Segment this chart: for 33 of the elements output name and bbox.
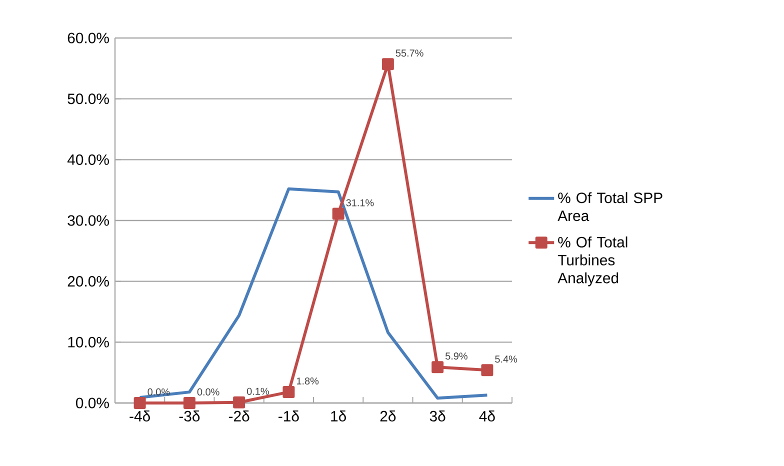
y-tick-label: 20.0%: [68, 276, 109, 287]
x-tick-label: 3δ: [430, 410, 446, 422]
data-label: 0.0%: [148, 388, 170, 396]
data-label: 31.1%: [346, 199, 374, 206]
data-label: 1.8%: [296, 377, 319, 385]
point: [332, 208, 344, 220]
point: [382, 58, 394, 70]
y-tick-label: 0.0%: [76, 398, 109, 408]
x-tick-label: 4δ: [479, 410, 495, 422]
y-tick-label: 60.0%: [68, 32, 109, 44]
point: [481, 364, 494, 376]
y-tick-label: 50.0%: [68, 94, 109, 104]
x-tick-label: -4δ: [130, 410, 150, 422]
data-label: 5.9%: [445, 352, 468, 360]
x-tick-label: -1δ: [278, 410, 299, 422]
x-tick-label: -2δ: [228, 410, 250, 422]
y-tick-label: 10.0%: [68, 336, 109, 348]
data-label: 0.1%: [246, 388, 269, 395]
point: [183, 397, 196, 409]
y-tick-label: 30.0%: [68, 215, 109, 226]
point: [282, 386, 295, 398]
data-label: 55.7%: [396, 50, 424, 57]
point: [134, 397, 146, 409]
data-label: 0.0%: [197, 388, 220, 396]
point: [233, 396, 246, 408]
point: [432, 361, 444, 374]
y-tick-label: 40.0%: [67, 154, 109, 165]
data-label: 5.4%: [495, 356, 518, 363]
legend-label: % Of Total Turbines Analyzed: [558, 236, 628, 286]
x-tick-label: 2δ: [380, 410, 396, 422]
x-tick-label: 1δ: [331, 410, 346, 422]
legend-label: % Of Total SPP Area: [558, 192, 662, 222]
x-tick-label: -3δ: [179, 410, 200, 422]
